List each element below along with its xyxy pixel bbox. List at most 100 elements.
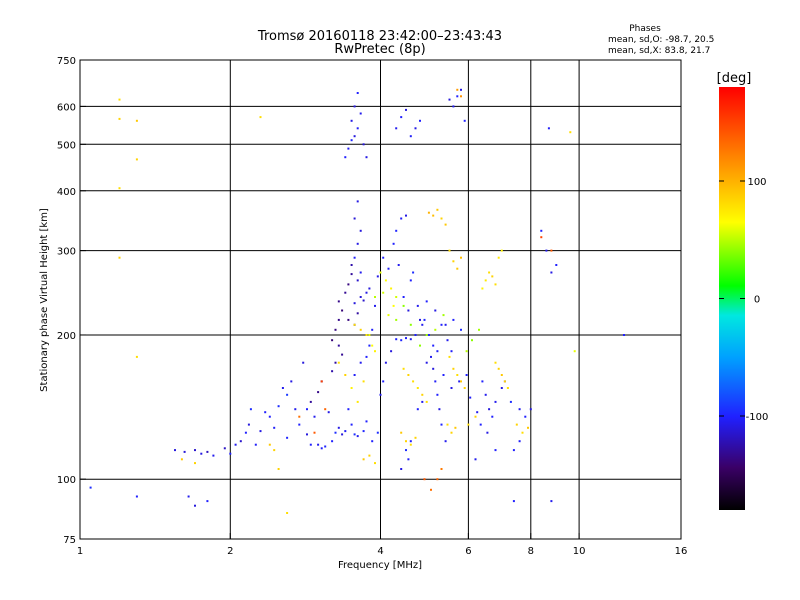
data-point	[573, 350, 576, 353]
data-point	[180, 458, 183, 461]
data-point	[344, 291, 347, 294]
data-point	[452, 367, 455, 370]
data-point	[302, 361, 305, 364]
data-point	[500, 387, 503, 389]
data-point	[264, 411, 267, 414]
y-tick-label: 200	[57, 331, 76, 342]
data-point	[365, 420, 368, 423]
data-point	[512, 449, 515, 452]
data-point	[421, 393, 424, 396]
data-point	[400, 116, 403, 119]
data-point	[500, 249, 503, 252]
x-tick-label: 8	[528, 546, 534, 557]
data-point	[183, 450, 186, 453]
data-point	[478, 328, 480, 331]
data-point	[419, 119, 421, 122]
data-point	[356, 312, 359, 315]
data-point	[309, 443, 312, 446]
data-point	[212, 454, 215, 457]
data-point	[239, 440, 242, 443]
data-point	[540, 236, 543, 239]
data-point	[356, 400, 359, 403]
data-point	[432, 367, 435, 370]
data-point	[135, 495, 138, 498]
data-point	[135, 355, 138, 358]
data-point	[254, 443, 257, 446]
data-point	[432, 344, 435, 347]
data-point	[465, 374, 468, 376]
data-point	[427, 334, 430, 336]
data-point	[337, 426, 340, 429]
data-point	[488, 408, 491, 411]
data-point	[425, 400, 428, 403]
data-point	[249, 408, 252, 411]
data-point	[524, 415, 527, 418]
data-point	[448, 98, 451, 101]
data-point	[494, 400, 497, 403]
data-point	[234, 443, 237, 446]
data-point	[194, 504, 196, 507]
data-point	[376, 275, 379, 278]
data-point	[344, 374, 347, 376]
data-point	[374, 462, 376, 465]
data-point	[353, 433, 356, 436]
data-point	[395, 318, 398, 321]
data-point	[362, 299, 365, 302]
data-points	[89, 88, 625, 514]
data-point	[359, 229, 362, 232]
data-point	[317, 443, 320, 446]
data-point	[290, 380, 293, 383]
data-point	[356, 200, 359, 203]
y-tick-label: 75	[63, 535, 76, 546]
data-point	[450, 431, 453, 434]
data-point	[450, 350, 453, 353]
data-point	[362, 380, 365, 383]
data-point	[368, 454, 371, 457]
data-point	[469, 396, 472, 399]
data-point	[497, 367, 500, 370]
data-point	[281, 387, 284, 389]
data-point	[460, 95, 462, 98]
data-point	[353, 135, 356, 138]
data-point	[471, 339, 473, 342]
data-point	[259, 430, 262, 433]
data-point	[382, 380, 385, 383]
data-point	[244, 431, 247, 434]
data-point	[313, 431, 316, 434]
data-point	[550, 249, 553, 252]
x-axis-ticks: 1 2 4 6 8 10 16	[77, 533, 687, 557]
data-point	[118, 117, 121, 120]
data-point	[409, 323, 412, 326]
data-point	[506, 387, 509, 389]
data-point	[273, 426, 276, 429]
data-point	[387, 314, 390, 317]
data-point	[356, 127, 359, 130]
data-point	[484, 393, 487, 396]
data-point	[400, 468, 403, 470]
data-point	[446, 339, 449, 342]
data-point	[456, 88, 459, 91]
data-point	[118, 187, 121, 190]
data-point	[298, 423, 301, 426]
data-point	[206, 450, 209, 453]
data-point	[382, 291, 385, 294]
data-point	[419, 344, 421, 347]
data-point	[454, 426, 457, 429]
data-point	[409, 338, 412, 341]
data-point	[350, 423, 353, 426]
data-point	[341, 309, 344, 312]
x-axis-label: Frequency [MHz]	[338, 560, 422, 571]
data-point	[463, 119, 466, 122]
data-point	[432, 214, 435, 217]
data-point	[555, 264, 558, 266]
x-tick-label: 6	[465, 546, 471, 557]
data-point	[376, 431, 379, 434]
data-point	[444, 223, 447, 226]
data-point	[353, 256, 356, 259]
data-point	[569, 131, 572, 134]
data-point	[353, 217, 356, 220]
data-point	[331, 440, 334, 443]
data-point	[294, 408, 297, 411]
data-point	[359, 271, 362, 274]
data-point	[405, 449, 407, 452]
